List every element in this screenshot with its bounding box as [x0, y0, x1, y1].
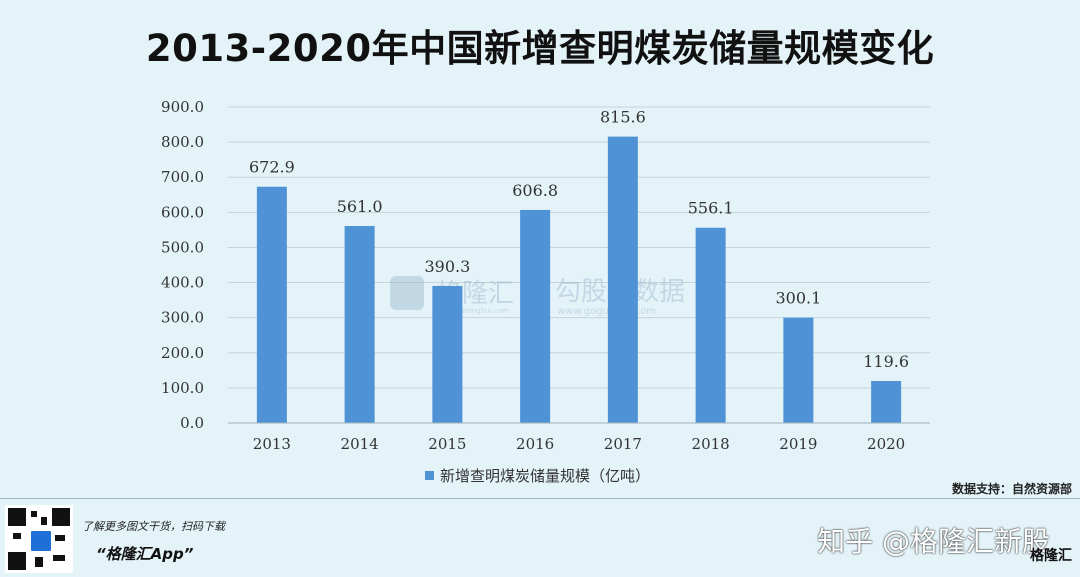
y-tick-label: 900.0 [161, 98, 204, 116]
data-label: 390.3 [424, 257, 470, 276]
data-source: 数据支持：自然资源部 [951, 482, 1072, 496]
legend-label: 新增查明煤炭储量规模（亿吨） [440, 467, 650, 485]
data-label: 119.6 [863, 352, 909, 371]
y-tick-label: 500.0 [161, 238, 204, 256]
zhihu-watermark: 知乎 @格隆汇新股 [817, 525, 1050, 558]
data-label: 300.1 [775, 289, 821, 308]
bar-2014 [344, 226, 375, 423]
x-tick-label: 2017 [604, 435, 642, 453]
y-tick-label: 200.0 [161, 344, 204, 362]
watermark-logo-icon [390, 276, 424, 310]
x-tick-label: 2016 [516, 435, 554, 453]
legend-swatch [425, 471, 434, 480]
x-tick-label: 2013 [253, 435, 291, 453]
y-tick-label: 600.0 [161, 203, 204, 221]
bar-2016 [520, 209, 551, 423]
gridlines [228, 106, 930, 424]
data-labels: 672.9 561.0 390.3 606.8 815.6 556.1 300.1 119.6 [249, 108, 909, 371]
legend: 新增查明煤炭储量规模（亿吨） [425, 467, 650, 485]
x-tick-label: 2015 [428, 435, 466, 453]
bar-2017 [607, 136, 638, 423]
bar-2018 [695, 227, 726, 423]
bar-2019 [783, 317, 814, 423]
bars [256, 136, 902, 423]
footer-app-name: “格隆汇App” [96, 545, 194, 563]
y-tick-label: 400.0 [161, 274, 204, 292]
y-tick-label: 100.0 [161, 379, 204, 397]
data-label: 556.1 [688, 199, 734, 218]
chart-title: 2013-2020年中国新增查明煤炭储量规模变化 [145, 27, 935, 70]
data-label: 672.9 [249, 158, 295, 177]
bar-2020 [871, 381, 902, 423]
footer-download-hint: 了解更多图文干货，扫码下载 [82, 520, 225, 533]
x-tick-label: 2019 [779, 435, 817, 453]
y-tick-label: 700.0 [161, 168, 204, 186]
x-axis: 2013 2014 2015 2016 2017 2018 2019 2020 [228, 422, 930, 453]
watermark-brand-url: www.gelonghui.com [438, 307, 509, 315]
app-logo-icon [29, 529, 53, 553]
y-tick-label: 300.0 [161, 309, 204, 327]
data-label: 561.0 [337, 197, 383, 216]
corner-logo: 格隆汇 [1030, 548, 1072, 564]
bar-2013 [256, 186, 287, 423]
y-tick-label: 0.0 [180, 414, 204, 432]
data-label: 815.6 [600, 108, 646, 127]
x-tick-label: 2014 [341, 435, 379, 453]
y-tick-label: 800.0 [161, 133, 204, 151]
footer-divider [0, 498, 1080, 499]
bar-2015 [432, 285, 463, 423]
data-label: 606.8 [512, 181, 558, 200]
x-tick-label: 2020 [867, 435, 905, 453]
y-axis: 0.0 100.0 200.0 300.0 400.0 500.0 600.0 700.0 80… [161, 98, 204, 432]
watermark-data-url: www.gogudata.com [557, 306, 656, 317]
qr-code [5, 505, 73, 573]
x-tick-label: 2018 [692, 435, 730, 453]
